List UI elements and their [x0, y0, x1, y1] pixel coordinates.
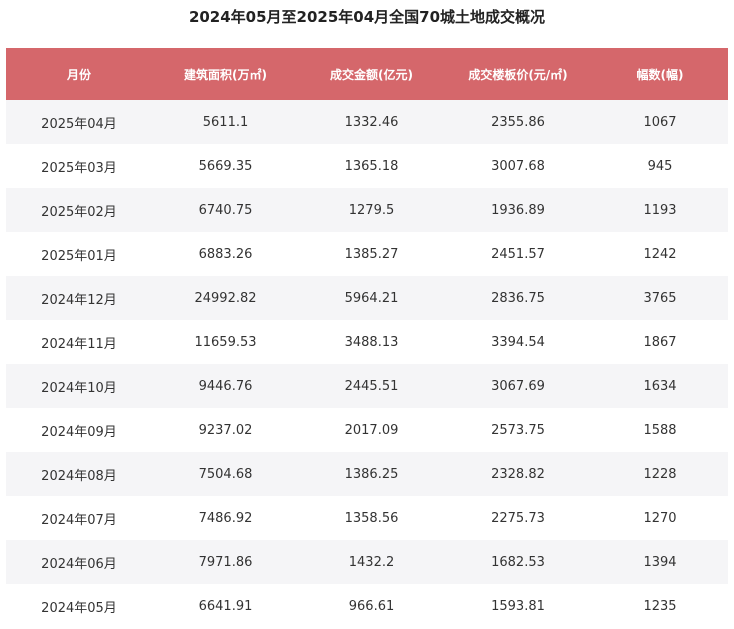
table-row: 2024年08月 7504.68 1386.25 2328.82 1228: [6, 452, 728, 496]
cell-parcel-count: 3765: [592, 276, 728, 320]
cell-parcel-count: 945: [592, 144, 728, 188]
table-row: 2024年07月 7486.92 1358.56 2275.73 1270: [6, 496, 728, 540]
cell-floor-price: 3394.54: [444, 320, 592, 364]
cell-floor-area: 6641.91: [152, 584, 299, 628]
cell-floor-price: 3007.68: [444, 144, 592, 188]
cell-floor-price: 2573.75: [444, 408, 592, 452]
cell-floor-area: 9446.76: [152, 364, 299, 408]
cell-parcel-count: 1067: [592, 100, 728, 144]
column-header-transaction-amount: 成交金额(亿元): [299, 48, 444, 100]
cell-parcel-count: 1270: [592, 496, 728, 540]
table-header: 月份 建筑面积(万㎡) 成交金额(亿元) 成交楼板价(元/㎡) 幅数(幅): [6, 48, 728, 100]
cell-floor-price: 3067.69: [444, 364, 592, 408]
cell-floor-price: 1682.53: [444, 540, 592, 584]
land-transaction-table-container: 月份 建筑面积(万㎡) 成交金额(亿元) 成交楼板价(元/㎡) 幅数(幅) 20…: [6, 48, 728, 628]
cell-transaction-amount: 1358.56: [299, 496, 444, 540]
cell-transaction-amount: 2445.51: [299, 364, 444, 408]
page-title: 2024年05月至2025年04月全国70城土地成交概况: [188, 8, 546, 26]
column-header-floor-price: 成交楼板价(元/㎡): [444, 48, 592, 100]
cell-parcel-count: 1634: [592, 364, 728, 408]
cell-transaction-amount: 3488.13: [299, 320, 444, 364]
table-row: 2025年04月 5611.1 1332.46 2355.86 1067: [6, 100, 728, 144]
table-row: 2024年06月 7971.86 1432.2 1682.53 1394: [6, 540, 728, 584]
cell-month: 2024年09月: [6, 408, 152, 452]
table-body: 2025年04月 5611.1 1332.46 2355.86 1067 202…: [6, 100, 728, 628]
cell-floor-area: 9237.02: [152, 408, 299, 452]
cell-transaction-amount: 1386.25: [299, 452, 444, 496]
cell-floor-price: 2451.57: [444, 232, 592, 276]
cell-parcel-count: 1867: [592, 320, 728, 364]
cell-month: 2024年11月: [6, 320, 152, 364]
cell-floor-area: 7486.92: [152, 496, 299, 540]
table-row: 2024年10月 9446.76 2445.51 3067.69 1634: [6, 364, 728, 408]
cell-month: 2025年04月: [6, 100, 152, 144]
table-row: 2024年11月 11659.53 3488.13 3394.54 1867: [6, 320, 728, 364]
cell-floor-area: 6883.26: [152, 232, 299, 276]
cell-floor-area: 5669.35: [152, 144, 299, 188]
cell-parcel-count: 1228: [592, 452, 728, 496]
cell-month: 2024年05月: [6, 584, 152, 628]
cell-floor-area: 5611.1: [152, 100, 299, 144]
column-header-month: 月份: [6, 48, 152, 100]
cell-month: 2024年12月: [6, 276, 152, 320]
cell-transaction-amount: 1279.5: [299, 188, 444, 232]
cell-parcel-count: 1588: [592, 408, 728, 452]
cell-month: 2024年10月: [6, 364, 152, 408]
cell-transaction-amount: 1332.46: [299, 100, 444, 144]
cell-transaction-amount: 966.61: [299, 584, 444, 628]
column-header-floor-area: 建筑面积(万㎡): [152, 48, 299, 100]
cell-transaction-amount: 5964.21: [299, 276, 444, 320]
cell-floor-price: 1936.89: [444, 188, 592, 232]
cell-month: 2025年03月: [6, 144, 152, 188]
land-transaction-table: 月份 建筑面积(万㎡) 成交金额(亿元) 成交楼板价(元/㎡) 幅数(幅) 20…: [6, 48, 728, 628]
cell-transaction-amount: 2017.09: [299, 408, 444, 452]
cell-floor-area: 11659.53: [152, 320, 299, 364]
table-row: 2025年03月 5669.35 1365.18 3007.68 945: [6, 144, 728, 188]
cell-floor-price: 1593.81: [444, 584, 592, 628]
cell-month: 2024年08月: [6, 452, 152, 496]
cell-month: 2024年06月: [6, 540, 152, 584]
cell-parcel-count: 1193: [592, 188, 728, 232]
cell-month: 2025年02月: [6, 188, 152, 232]
table-row: 2025年02月 6740.75 1279.5 1936.89 1193: [6, 188, 728, 232]
cell-month: 2024年07月: [6, 496, 152, 540]
cell-floor-price: 2355.86: [444, 100, 592, 144]
table-row: 2024年05月 6641.91 966.61 1593.81 1235: [6, 584, 728, 628]
cell-floor-area: 6740.75: [152, 188, 299, 232]
cell-parcel-count: 1394: [592, 540, 728, 584]
cell-floor-area: 7504.68: [152, 452, 299, 496]
cell-floor-price: 2836.75: [444, 276, 592, 320]
cell-floor-area: 7971.86: [152, 540, 299, 584]
cell-transaction-amount: 1432.2: [299, 540, 444, 584]
cell-transaction-amount: 1385.27: [299, 232, 444, 276]
table-row: 2024年09月 9237.02 2017.09 2573.75 1588: [6, 408, 728, 452]
cell-floor-price: 2328.82: [444, 452, 592, 496]
table-row: 2025年01月 6883.26 1385.27 2451.57 1242: [6, 232, 728, 276]
cell-parcel-count: 1235: [592, 584, 728, 628]
table-row: 2024年12月 24992.82 5964.21 2836.75 3765: [6, 276, 728, 320]
cell-transaction-amount: 1365.18: [299, 144, 444, 188]
cell-floor-price: 2275.73: [444, 496, 592, 540]
column-header-parcel-count: 幅数(幅): [592, 48, 728, 100]
table-header-row: 月份 建筑面积(万㎡) 成交金额(亿元) 成交楼板价(元/㎡) 幅数(幅): [6, 48, 728, 100]
cell-month: 2025年01月: [6, 232, 152, 276]
cell-floor-area: 24992.82: [152, 276, 299, 320]
cell-parcel-count: 1242: [592, 232, 728, 276]
